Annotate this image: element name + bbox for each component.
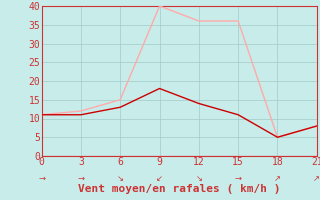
Text: ↘: ↘: [117, 174, 124, 183]
Text: ↗: ↗: [274, 174, 281, 183]
X-axis label: Vent moyen/en rafales ( km/h ): Vent moyen/en rafales ( km/h ): [78, 184, 280, 194]
Text: ↘: ↘: [195, 174, 202, 183]
Text: →: →: [77, 174, 84, 183]
Text: ↙: ↙: [156, 174, 163, 183]
Text: ↗: ↗: [313, 174, 320, 183]
Text: →: →: [235, 174, 242, 183]
Text: →: →: [38, 174, 45, 183]
